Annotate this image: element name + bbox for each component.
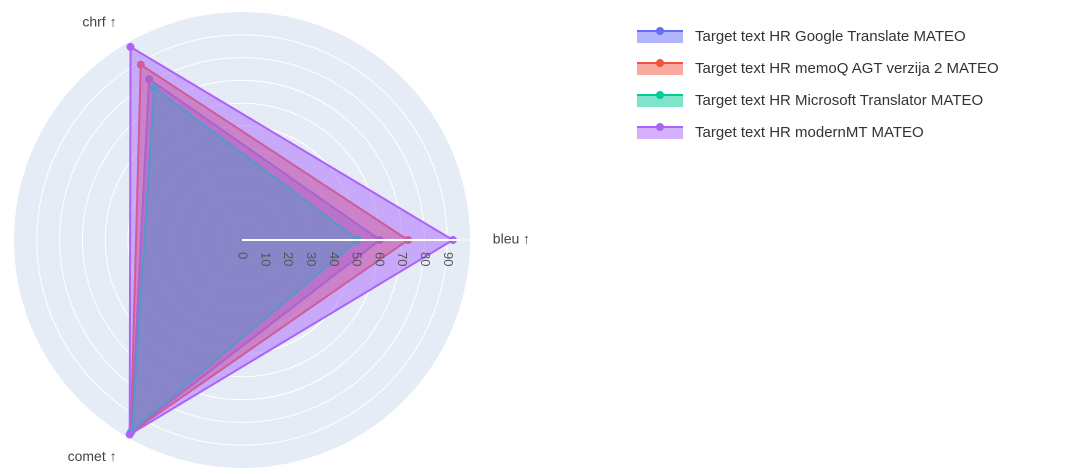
legend-dot	[656, 27, 664, 35]
radial-tick-label: 60	[372, 252, 387, 266]
legend-swatch	[637, 127, 683, 139]
radial-tick-label: 90	[441, 252, 456, 266]
radial-tick-label: 20	[281, 252, 296, 266]
legend-swatch	[637, 95, 683, 107]
radial-tick-label: 50	[350, 252, 365, 266]
legend-item: Target text HR Google Translate MATEO	[637, 27, 966, 45]
radial-tick-label: 10	[258, 252, 273, 266]
radial-tick-label: 30	[304, 252, 319, 266]
angular-label: chrf ↑	[82, 14, 116, 30]
series-point	[126, 42, 135, 51]
angular-label: bleu ↑	[493, 231, 530, 247]
legend-label: Target text HR Google Translate MATEO	[695, 28, 966, 45]
angular-label: comet ↑	[68, 448, 117, 464]
legend-swatch	[637, 63, 683, 75]
legend-item: Target text HR modernMT MATEO	[637, 123, 924, 141]
radial-tick-label: 0	[236, 252, 251, 259]
legend-item: Target text HR Microsoft Translator MATE…	[637, 91, 983, 109]
series-point	[125, 430, 134, 439]
legend-item: Target text HR memoQ AGT verzija 2 MATEO	[637, 59, 999, 77]
radial-tick-label: 40	[327, 252, 342, 266]
legend-dot	[656, 91, 664, 99]
legend-label: Target text HR memoQ AGT verzija 2 MATEO	[695, 60, 999, 77]
radial-tick-label: 70	[395, 252, 410, 266]
legend-label: Target text HR Microsoft Translator MATE…	[695, 92, 983, 109]
legend-dot	[656, 59, 664, 67]
legend-swatch	[637, 31, 683, 43]
legend-dot	[656, 123, 664, 131]
radial-tick-label: 80	[418, 252, 433, 266]
legend-label: Target text HR modernMT MATEO	[695, 124, 924, 141]
